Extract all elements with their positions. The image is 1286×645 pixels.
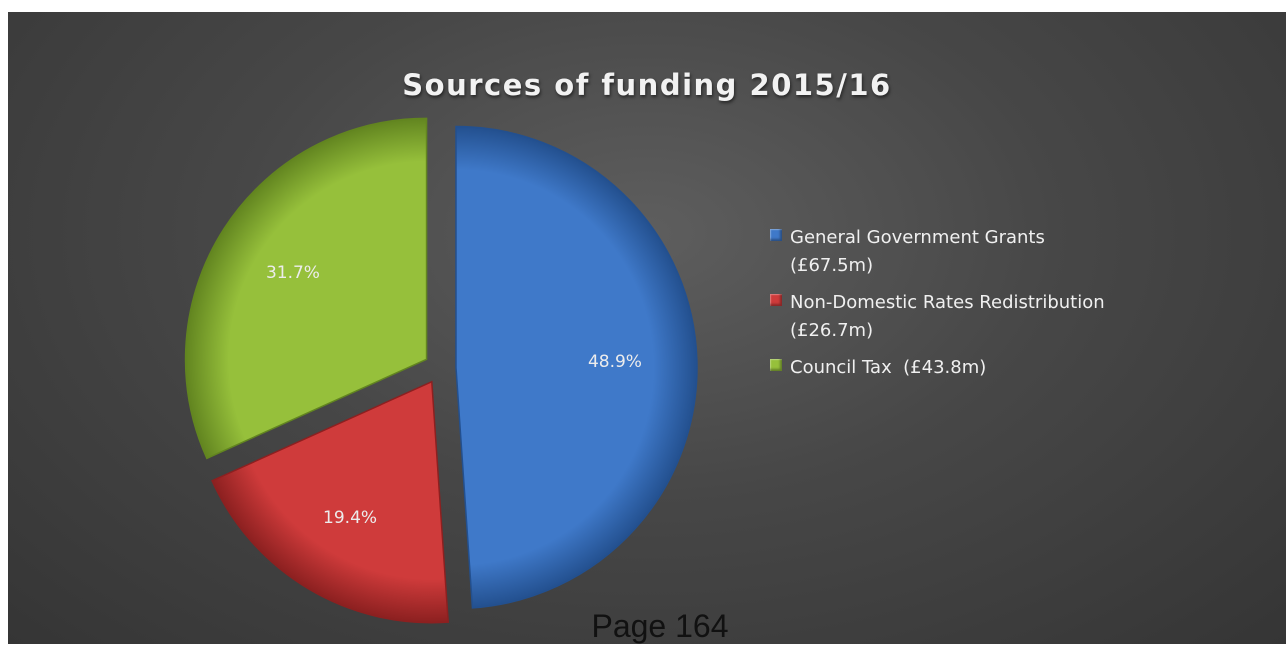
pie-slice-general-government-grants [455,125,698,609]
pie-chart: 48.9% 19.4% 31.7% [184,117,698,624]
page-number: Page 164 [591,608,729,644]
legend-item-council-tax: Council Tax (£43.8m) [770,354,1190,382]
legend-swatch-blue [770,229,782,241]
legend-swatch-green [770,359,782,371]
legend-label: General Government Grants (£67.5m) [790,227,1045,276]
pie-slices [184,117,698,624]
legend-item-general-government-grants: General Government Grants (£67.5m) [770,224,1190,280]
legend-label: Non-Domestic Rates Redistribution (£26.7… [790,292,1105,341]
chart-area: Sources of funding 2015/16 48.9% 19.4% 31.… [8,12,1286,644]
legend-label: Council Tax (£43.8m) [790,357,987,378]
data-label-council-tax: 31.7% [266,263,320,283]
chart-title: Sources of funding 2015/16 [402,68,892,102]
data-label-non-domestic-rates: 19.4% [323,508,377,528]
pie-data-labels: 48.9% 19.4% 31.7% [266,263,642,528]
data-label-general-government-grants: 48.9% [588,352,642,372]
pie-slice-council-tax [184,117,428,460]
legend-swatch-red [770,294,782,306]
legend: General Government Grants (£67.5m) Non-D… [770,224,1190,391]
legend-item-non-domestic-rates: Non-Domestic Rates Redistribution (£26.7… [770,289,1190,345]
pie-slice-non-domestic-rates [211,380,450,624]
